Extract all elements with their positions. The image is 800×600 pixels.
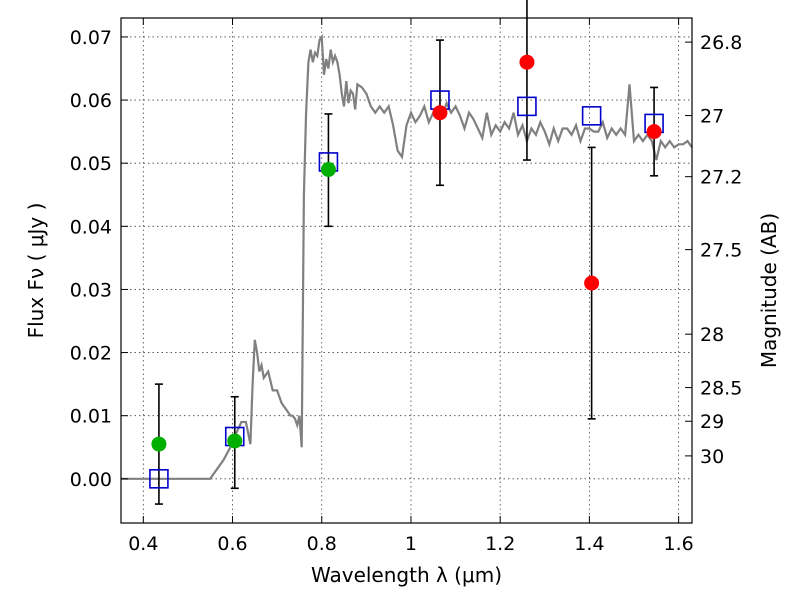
magnitude-tick-label: 26.8	[700, 32, 742, 54]
magnitude-tick-label: 28.5	[700, 378, 742, 400]
green-data-point	[227, 433, 243, 449]
red-data-point	[432, 105, 448, 121]
error-bars	[154, 0, 659, 505]
green-data-point	[320, 162, 336, 177]
x-tick-label: 0.6	[217, 533, 247, 555]
y-tick-label: 0.02	[70, 343, 112, 365]
y-axis-label: Flux Fν ( μJy )	[24, 203, 48, 339]
model-flux-box	[149, 469, 169, 489]
model-flux-box	[517, 96, 537, 117]
magnitude-tick-label: 27.2	[700, 167, 742, 189]
magnitude-tick-label: 30	[700, 446, 724, 468]
red-data-point	[646, 124, 662, 140]
axis-ticks: 0.4 0.6 0.8 1 1.2 1.4 1.6 0.00 0.01 0.02 0.03 0.04 0…	[70, 18, 742, 555]
y-tick-label: 0.03	[70, 279, 112, 301]
spectrum-line	[121, 33, 693, 480]
y-tick-label: 0.00	[70, 469, 112, 491]
green-data-point	[151, 436, 167, 452]
y-tick-label: 0.04	[70, 216, 112, 238]
magnitude-axis-label: Magnitude (AB)	[757, 213, 781, 368]
x-axis-label: Wavelength λ (μm)	[311, 563, 502, 587]
model-flux-box	[581, 106, 602, 126]
plot-frame	[120, 17, 693, 524]
x-tick-label: 1.6	[664, 533, 694, 555]
y-tick-label: 0.07	[70, 27, 112, 49]
x-tick-label: 1	[405, 533, 417, 555]
y-tick-label: 0.06	[70, 90, 112, 112]
y-tick-label: 0.01	[70, 406, 112, 428]
y-tick-label: 0.05	[70, 153, 112, 175]
x-tick-label: 1.4	[574, 533, 604, 555]
data-markers	[149, 54, 664, 489]
grid-lines	[121, 18, 692, 523]
red-data-point	[519, 54, 535, 70]
magnitude-tick-label: 27	[700, 106, 724, 128]
magnitude-tick-label: 28	[700, 324, 724, 346]
magnitude-tick-label: 29	[700, 411, 724, 433]
red-data-point	[584, 275, 600, 291]
x-tick-label: 0.4	[128, 533, 158, 555]
magnitude-tick-label: 27.5	[700, 240, 742, 262]
x-tick-label: 1.2	[485, 533, 515, 555]
x-tick-label: 0.8	[307, 533, 337, 555]
